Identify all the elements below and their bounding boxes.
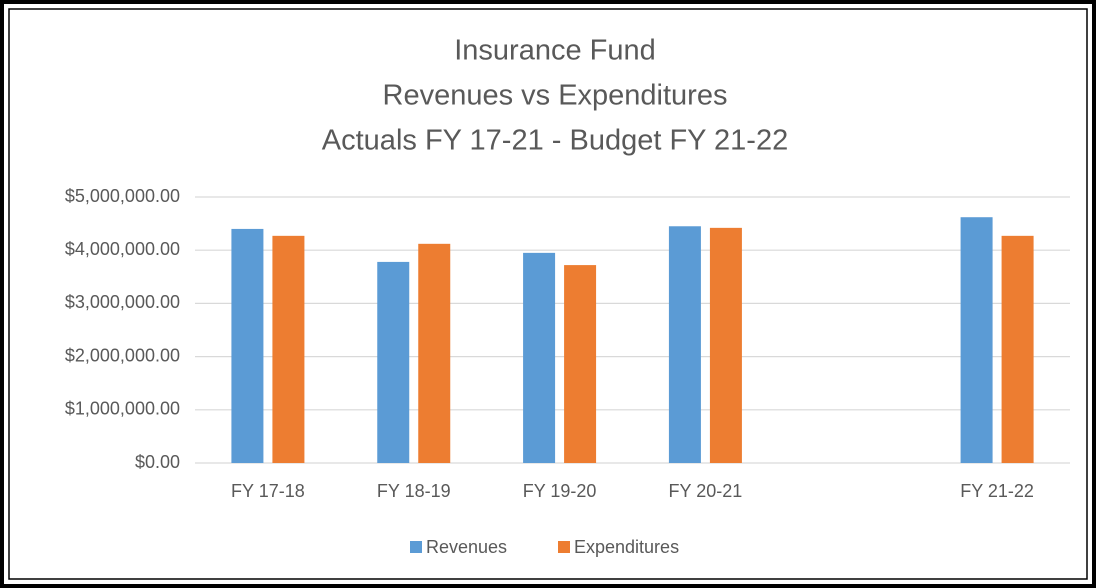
bar — [523, 252, 556, 463]
chart-title: Revenues vs Expenditures — [383, 80, 728, 112]
bar — [564, 265, 597, 463]
inner-frame — [8, 8, 1088, 580]
y-tick-label: $1,000,000.00 — [65, 399, 180, 419]
x-tick-label: FY 20-21 — [669, 481, 743, 501]
legend-swatch — [410, 541, 422, 553]
x-tick-label: FY 18-19 — [377, 481, 451, 501]
bar — [272, 235, 305, 463]
chart-title: Insurance Fund — [454, 35, 656, 67]
y-tick-label: $4,000,000.00 — [65, 239, 180, 259]
bar — [1001, 235, 1034, 463]
y-tick-label: $5,000,000.00 — [65, 186, 180, 206]
x-tick-label: FY 19-20 — [523, 481, 597, 501]
legend-label: Revenues — [426, 537, 507, 557]
y-tick-label: $3,000,000.00 — [65, 292, 180, 312]
x-tick-label: FY 21-22 — [960, 481, 1034, 501]
legend-label: Expenditures — [574, 537, 679, 557]
bar — [668, 226, 701, 463]
bar — [231, 228, 264, 463]
y-tick-label: $2,000,000.00 — [65, 345, 180, 365]
bar — [709, 227, 742, 463]
bar — [418, 243, 451, 463]
x-tick-label: FY 17-18 — [231, 481, 305, 501]
chart-title: Actuals FY 17-21 - Budget FY 21-22 — [322, 125, 788, 157]
y-tick-label: $0.00 — [135, 452, 180, 472]
bar — [960, 217, 993, 463]
bar — [377, 261, 410, 463]
legend-swatch — [558, 541, 570, 553]
